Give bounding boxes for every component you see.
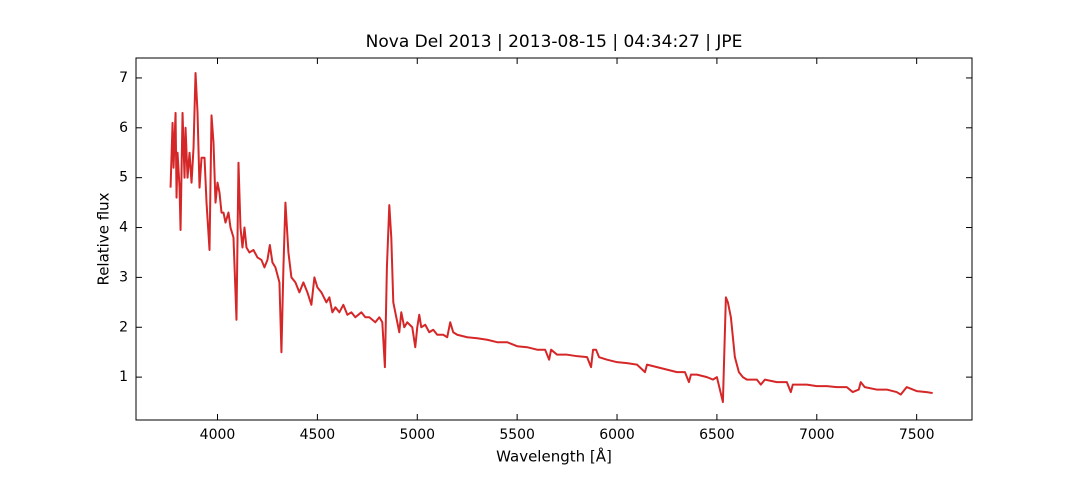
y-tick-label: 3 — [119, 269, 128, 285]
plot-frame — [135, 57, 973, 421]
x-tick-label: 4500 — [300, 427, 336, 443]
x-tick-label: 7500 — [899, 427, 935, 443]
chart-title: Nova Del 2013 | 2013-08-15 | 04:34:27 | … — [366, 32, 743, 52]
y-tick-label: 4 — [119, 220, 128, 236]
x-tick-label: 7000 — [799, 427, 835, 443]
y-tick-label: 1 — [119, 369, 128, 385]
x-tick-label: 6500 — [699, 427, 735, 443]
spectrum-line — [169, 71, 933, 404]
x-tick-label: 5000 — [399, 427, 435, 443]
y-tick-label: 7 — [119, 70, 128, 86]
y-tick-label: 2 — [119, 319, 128, 335]
x-tick-label: 5500 — [499, 427, 535, 443]
y-axis-label: Relative flux — [95, 192, 113, 285]
x-axis-label: Wavelength [Å] — [496, 447, 612, 466]
y-tick-label: 5 — [119, 170, 128, 186]
x-tick-label: 4000 — [200, 427, 236, 443]
x-tick-label: 6000 — [599, 427, 635, 443]
y-tick-label: 6 — [119, 120, 128, 136]
